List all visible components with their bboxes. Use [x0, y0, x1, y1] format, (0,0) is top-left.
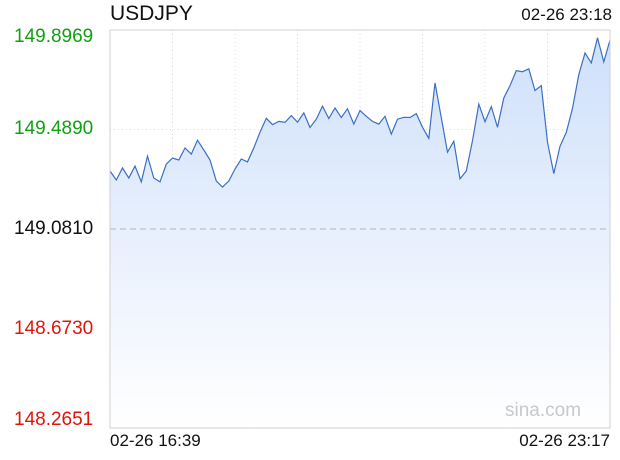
y-tick-label: 148.2651	[14, 409, 94, 430]
watermark: sina.com	[505, 400, 582, 421]
plot-frame	[109, 29, 611, 429]
y-tick-label: 149.4890	[14, 118, 94, 140]
quote-datetime: 02-26 23:18	[521, 5, 612, 24]
x-tick-start: 02-26 16:39	[110, 431, 201, 450]
y-tick-label: 148.6730	[14, 317, 94, 339]
price-area	[110, 37, 610, 429]
price-line	[109, 37, 611, 188]
symbol-title: USDJPY	[110, 2, 193, 25]
y-tick-label: 149.0810	[14, 218, 94, 239]
x-tick-end: 02-26 23:17	[519, 431, 610, 450]
y-tick-label: 149.8969	[14, 26, 94, 47]
